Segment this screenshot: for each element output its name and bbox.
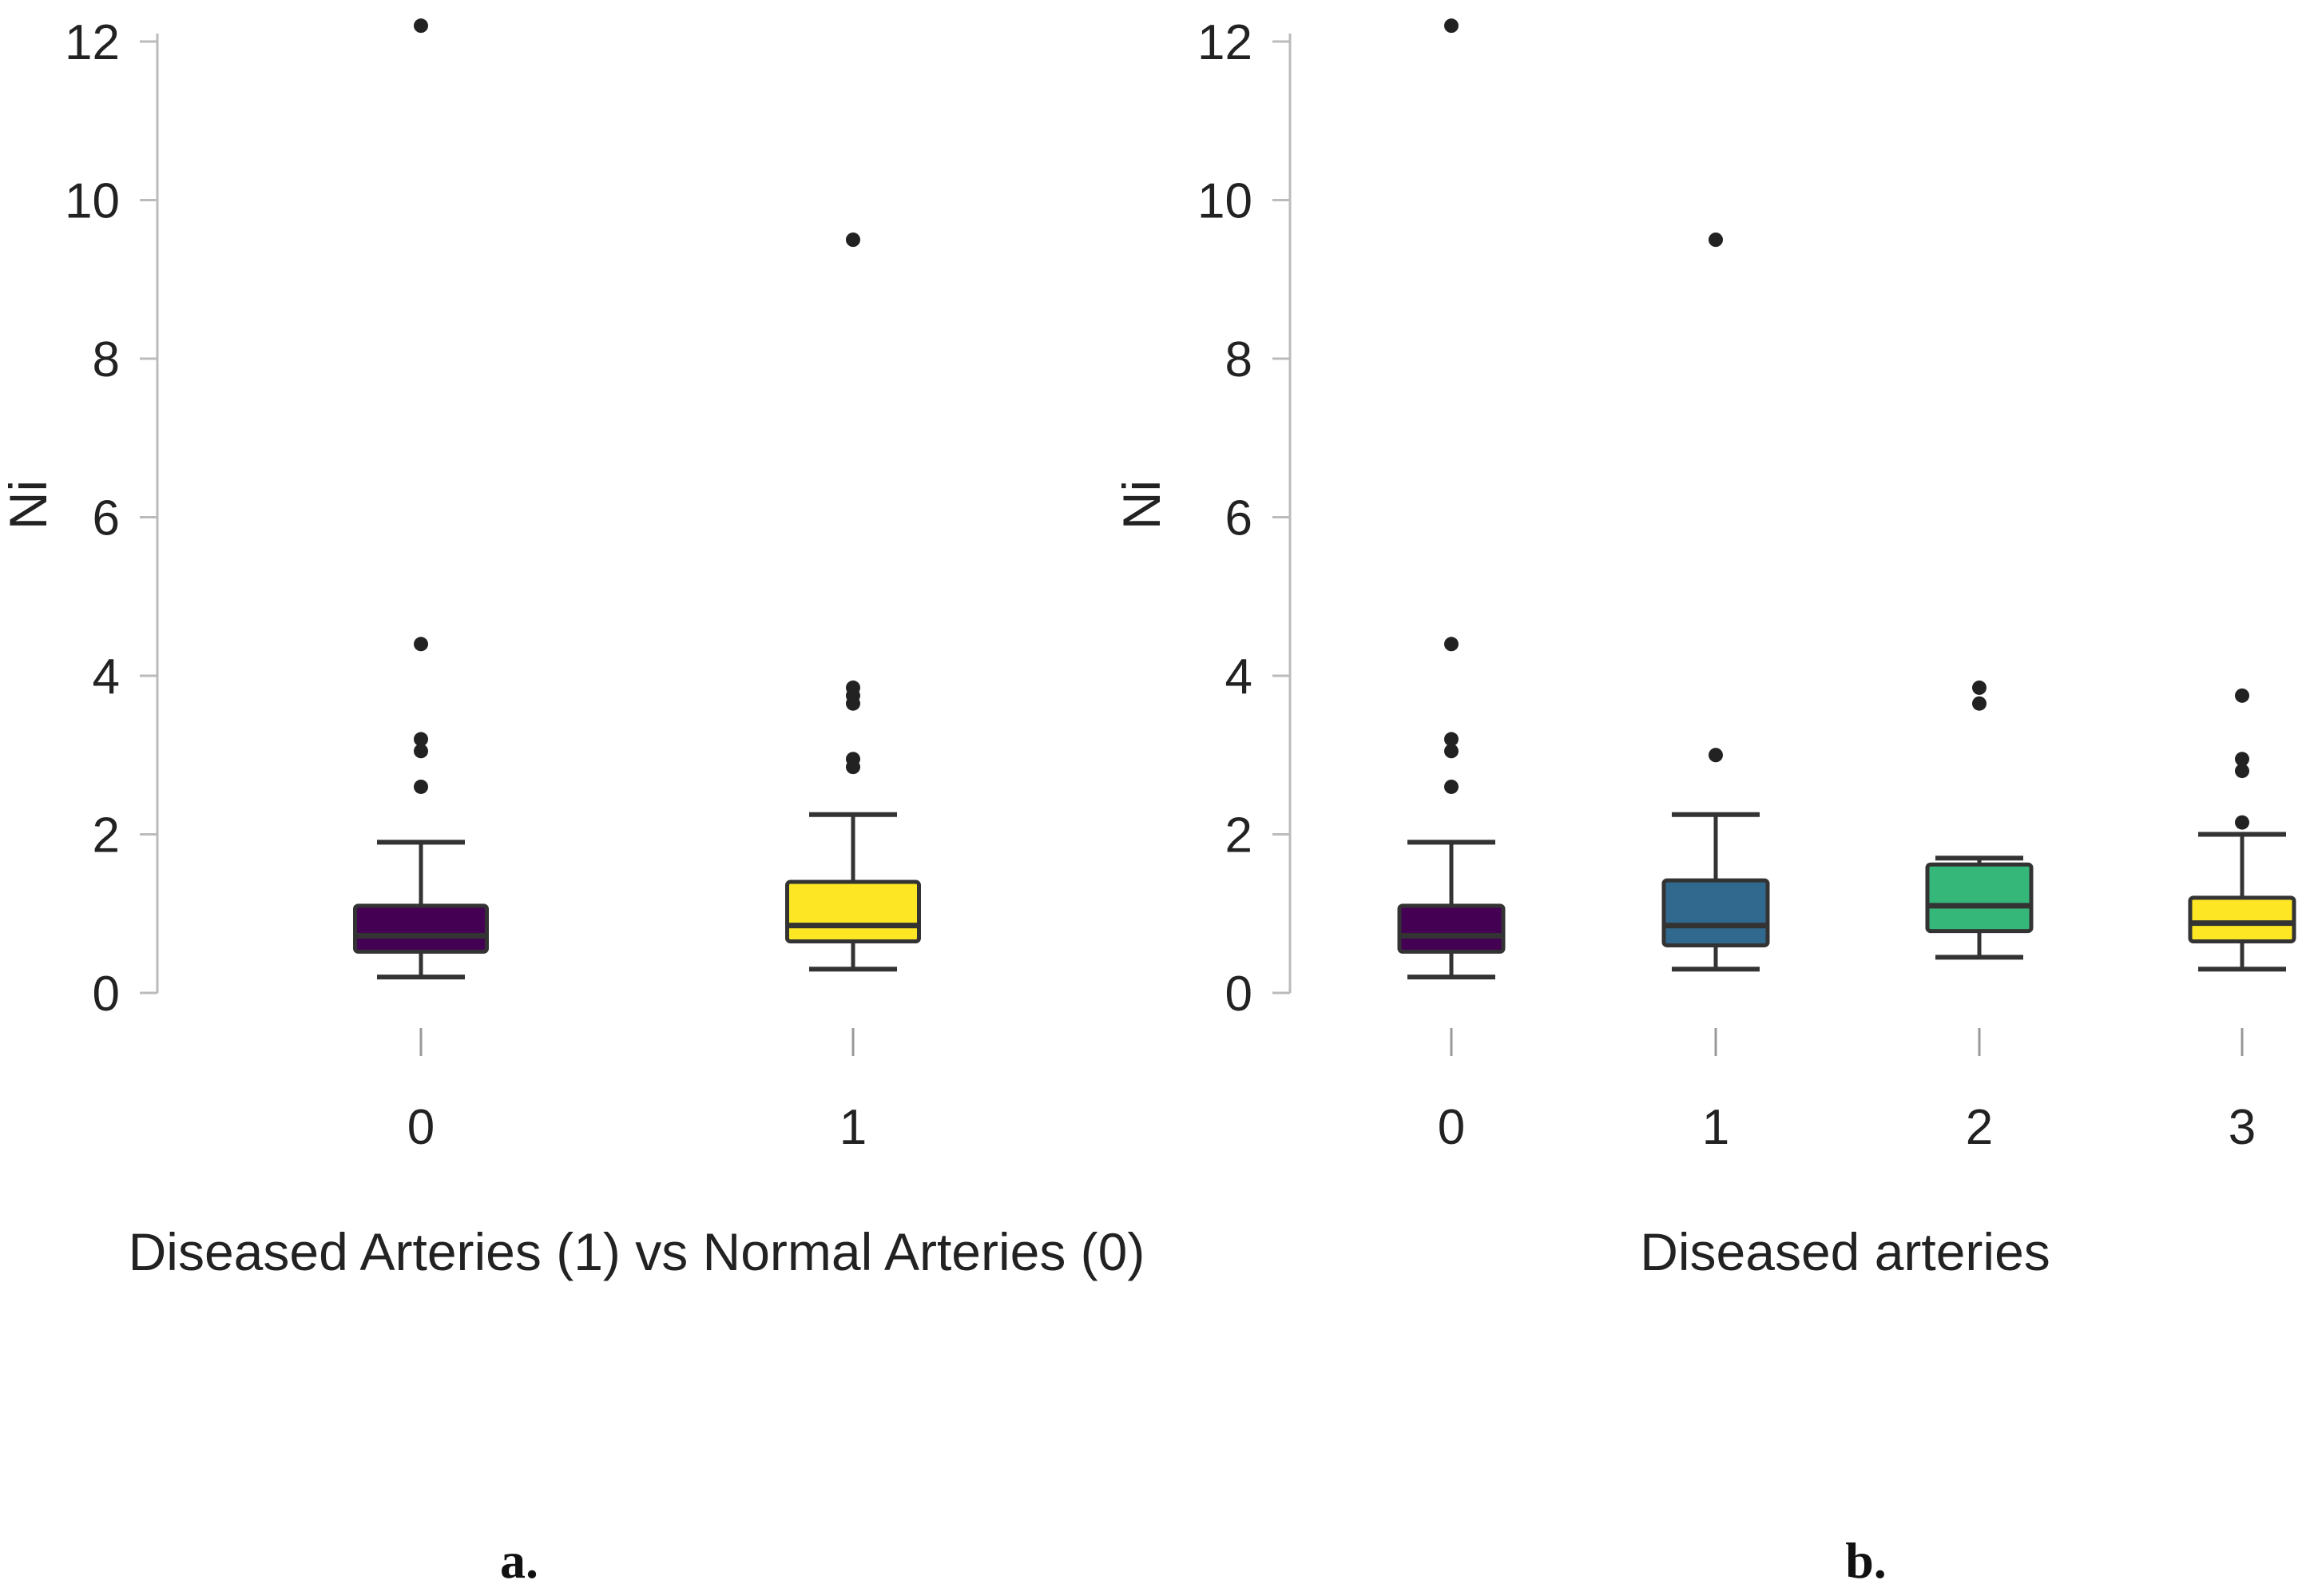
x-category-label: 2 [1966, 1100, 1993, 1155]
y-tick-label: 4 [93, 649, 120, 705]
panel-label: b. [1845, 1532, 1887, 1589]
outlier-point [1444, 779, 1459, 794]
y-tick-label: 6 [1225, 491, 1252, 546]
outlier-point [1444, 744, 1459, 759]
outlier-point [1972, 680, 1987, 695]
y-tick-label: 8 [1225, 332, 1252, 387]
box-iqr [2188, 895, 2296, 943]
outlier-point [1444, 18, 1459, 34]
outlier-point [846, 696, 860, 711]
box-iqr [1661, 878, 1770, 947]
y-tick-label: 12 [65, 15, 120, 70]
x-category-label: 1 [1702, 1100, 1729, 1155]
y-tick-label: 0 [1225, 967, 1252, 1022]
outlier-point [1709, 748, 1723, 763]
outlier-point [414, 637, 428, 652]
y-tick-label: 10 [65, 174, 120, 229]
outlier-point [2235, 688, 2249, 703]
x-axis-title: Diseased arteries [1640, 1222, 2050, 1281]
outlier-point [1709, 232, 1723, 248]
y-tick-label: 6 [93, 491, 120, 546]
panel-a: 0 2 4 6 8 10 12 Ni 0 1 Diseased Arteries (1) vs No… [0, 15, 1145, 1589]
outlier-point [1444, 732, 1459, 747]
y-tick-label: 12 [1197, 15, 1252, 70]
y-axis-title: Ni [1112, 480, 1171, 530]
outlier-point [2235, 815, 2249, 830]
y-tick-label: 10 [1197, 174, 1252, 229]
box-iqr [1925, 862, 2034, 934]
outlier-point [414, 732, 428, 747]
outlier-point [414, 744, 428, 759]
outlier-point [414, 18, 428, 34]
outlier-point [1972, 696, 1987, 711]
outlier-point [846, 760, 860, 775]
outlier-point [2235, 764, 2249, 779]
box-iqr [785, 879, 921, 943]
y-tick-label: 2 [1225, 808, 1252, 864]
y-tick-label: 0 [93, 967, 120, 1022]
x-axis-title: Diseased Arteries (1) vs Normal Arteries… [129, 1222, 1145, 1281]
box-iqr [353, 903, 489, 954]
outlier-point [846, 232, 860, 248]
panel-label: a. [500, 1532, 538, 1589]
outlier-point [2235, 752, 2249, 767]
x-category-label: 1 [839, 1100, 867, 1155]
box-iqr [1397, 903, 1506, 954]
y-axis-title: Ni [0, 480, 58, 530]
x-category-label: 0 [1438, 1100, 1465, 1155]
y-tick-label: 2 [93, 808, 120, 864]
y-tick-label: 8 [93, 332, 120, 387]
x-category-label: 0 [407, 1100, 435, 1155]
outlier-point [414, 779, 428, 794]
y-tick-label: 4 [1225, 649, 1252, 705]
outlier-point [1444, 637, 1459, 652]
x-category-label: 3 [2229, 1100, 2256, 1155]
